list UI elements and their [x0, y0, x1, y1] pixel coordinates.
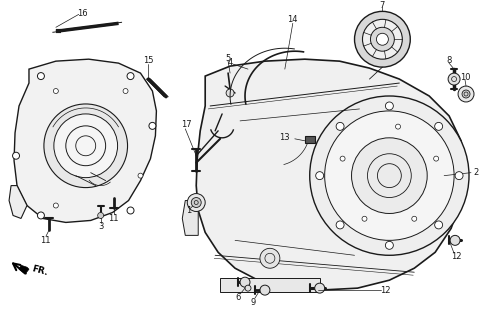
Circle shape: [462, 90, 470, 98]
Text: 7: 7: [380, 1, 385, 10]
Circle shape: [127, 207, 134, 214]
Circle shape: [395, 124, 400, 129]
Circle shape: [260, 248, 280, 268]
Circle shape: [371, 27, 394, 51]
Circle shape: [355, 12, 410, 67]
Circle shape: [336, 122, 344, 130]
Circle shape: [434, 221, 442, 229]
Circle shape: [310, 96, 469, 255]
Circle shape: [138, 173, 143, 178]
Circle shape: [315, 172, 324, 180]
Circle shape: [187, 194, 205, 212]
Circle shape: [376, 33, 388, 45]
Text: 9: 9: [250, 298, 255, 307]
Circle shape: [240, 277, 250, 287]
Text: 12: 12: [380, 286, 391, 295]
Text: FR.: FR.: [31, 264, 49, 277]
Circle shape: [123, 89, 128, 93]
Circle shape: [44, 104, 127, 188]
Text: 5: 5: [226, 54, 231, 63]
Polygon shape: [19, 265, 29, 274]
Text: 16: 16: [77, 9, 88, 18]
Text: 11: 11: [40, 236, 50, 245]
Circle shape: [412, 216, 417, 221]
Text: 13: 13: [279, 133, 290, 142]
Text: 3: 3: [98, 222, 103, 231]
Circle shape: [455, 172, 463, 180]
Circle shape: [325, 111, 454, 240]
Circle shape: [98, 212, 104, 219]
Text: 2: 2: [473, 168, 479, 177]
Polygon shape: [183, 201, 198, 236]
Polygon shape: [9, 186, 27, 219]
Text: 8: 8: [446, 56, 452, 65]
Polygon shape: [14, 59, 156, 222]
Circle shape: [385, 241, 393, 249]
Circle shape: [260, 285, 270, 295]
Circle shape: [37, 212, 45, 219]
Circle shape: [362, 216, 367, 221]
Circle shape: [12, 152, 19, 159]
Text: 6: 6: [236, 292, 241, 302]
Bar: [305, 136, 314, 143]
Text: 4: 4: [228, 58, 233, 67]
Circle shape: [54, 89, 59, 93]
Circle shape: [54, 203, 59, 208]
Circle shape: [314, 283, 325, 293]
Circle shape: [54, 114, 118, 178]
Polygon shape: [220, 278, 320, 292]
Circle shape: [448, 73, 460, 85]
Circle shape: [127, 73, 134, 80]
Circle shape: [149, 122, 156, 129]
Text: 14: 14: [288, 15, 298, 24]
Circle shape: [385, 102, 393, 110]
Circle shape: [363, 19, 402, 59]
Text: 1: 1: [186, 206, 191, 215]
Circle shape: [336, 221, 344, 229]
Circle shape: [434, 156, 438, 161]
Circle shape: [458, 86, 474, 102]
Circle shape: [37, 73, 45, 80]
Circle shape: [434, 122, 442, 130]
Text: 12: 12: [451, 252, 461, 261]
Circle shape: [340, 156, 345, 161]
Circle shape: [245, 285, 251, 291]
Circle shape: [352, 138, 427, 213]
Text: 11: 11: [108, 214, 119, 223]
Text: 17: 17: [181, 120, 191, 129]
Text: 10: 10: [460, 73, 470, 82]
Circle shape: [226, 89, 234, 97]
Circle shape: [450, 236, 460, 245]
Circle shape: [191, 197, 201, 207]
Polygon shape: [196, 59, 465, 290]
Text: 15: 15: [143, 56, 154, 65]
